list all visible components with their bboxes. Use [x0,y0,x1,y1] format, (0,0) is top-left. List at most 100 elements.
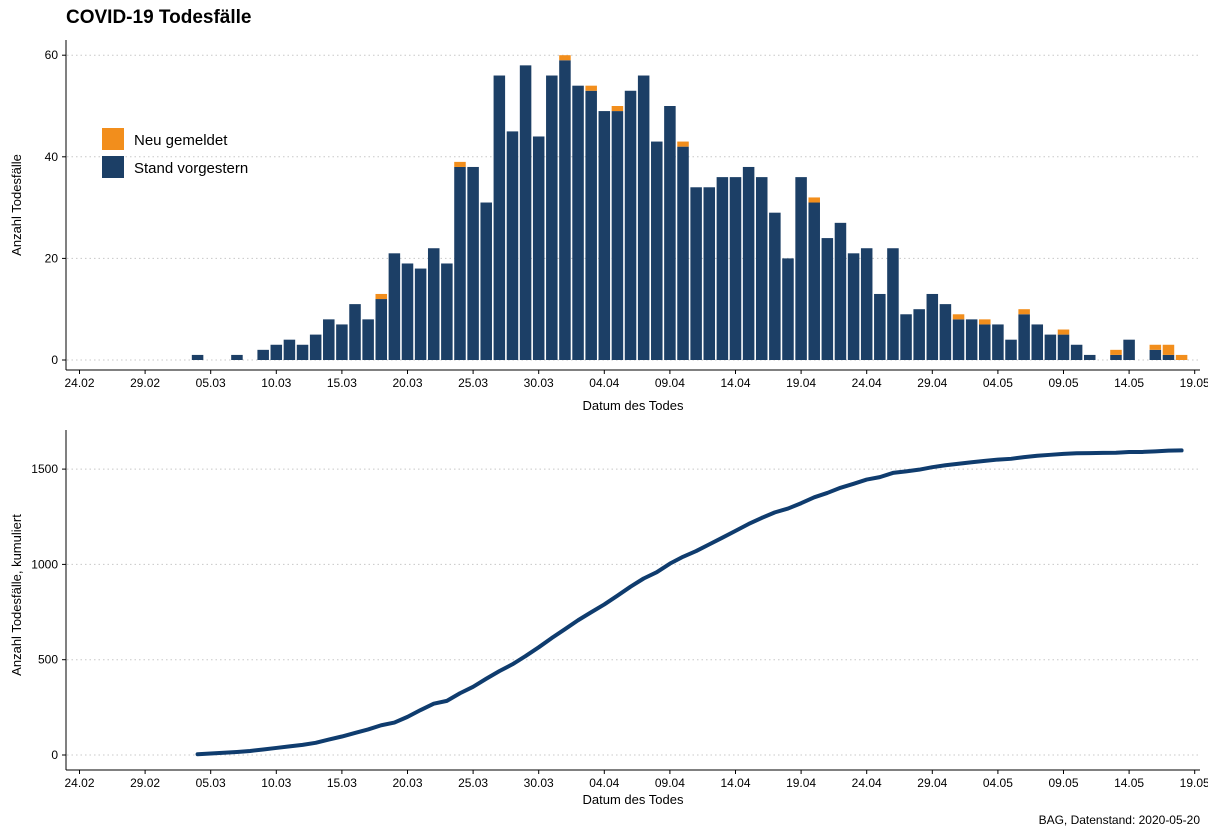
bar-stand-vorgestern [598,111,611,360]
cumulative-x-tick-label: 30.03 [524,776,554,790]
bar-stand-vorgestern [860,248,873,360]
bar-stand-vorgestern [729,177,742,360]
bar-neu-gemeldet [677,141,689,147]
bar-stand-vorgestern [362,319,374,360]
bar-stand-vorgestern [716,177,729,360]
bar-neu-gemeldet [454,161,466,167]
bar-stand-vorgestern [585,90,597,360]
bar-stand-vorgestern [795,177,807,360]
bar-stand-vorgestern [769,212,781,360]
bar-neu-gemeldet [952,314,965,320]
daily-x-tick-label: 30.03 [524,376,554,390]
legend-label-neu-gemeldet: Neu gemeldet [134,132,228,149]
bar-stand-vorgestern [375,299,388,360]
bar-stand-vorgestern [834,222,847,360]
bar-stand-vorgestern [257,349,269,360]
bar-stand-vorgestern [532,136,545,360]
daily-x-tick-label: 24.02 [64,376,94,390]
bar-neu-gemeldet [1162,344,1175,355]
bar-neu-gemeldet [1175,354,1188,360]
cumulative-x-tick-label: 29.02 [130,776,160,790]
bar-stand-vorgestern [401,263,414,360]
daily-x-tick-label: 29.02 [130,376,160,390]
bar-stand-vorgestern [677,146,689,360]
cumulative-x-tick-label: 19.04 [786,776,816,790]
bar-neu-gemeldet [979,319,991,325]
bar-stand-vorgestern [441,263,453,360]
bar-neu-gemeldet [1018,309,1030,315]
bar-neu-gemeldet [585,85,597,91]
cumulative-x-tick-label: 09.04 [655,776,685,790]
bar-stand-vorgestern [755,177,768,360]
bar-stand-vorgestern [349,304,361,360]
daily-x-tick-label: 29.04 [917,376,947,390]
daily-x-tick-label: 09.04 [655,376,685,390]
legend-label-stand-vorgestern: Stand vorgestern [134,160,248,177]
cumulative-y-tick-label: 1000 [31,557,58,571]
bar-stand-vorgestern [283,339,296,360]
cumulative-y-tick-label: 1500 [31,462,58,476]
bar-stand-vorgestern [1031,324,1044,360]
bar-stand-vorgestern [270,344,283,360]
daily-x-tick-label: 19.05 [1180,376,1208,390]
cumulative-line [195,448,1184,757]
bar-stand-vorgestern [336,324,348,360]
bar-stand-vorgestern [821,238,834,360]
daily-x-tick-label: 09.05 [1048,376,1078,390]
daily-x-tick-label: 05.03 [196,376,226,390]
daily-x-tick-label: 14.05 [1114,376,1144,390]
daily-y-ticks: 0 20 40 60 [45,48,66,367]
bar-neu-gemeldet [559,55,571,61]
bar-neu-gemeldet [1057,329,1070,335]
bar-stand-vorgestern [506,131,519,360]
bar-stand-vorgestern [1083,354,1096,360]
bar-neu-gemeldet [611,106,624,112]
bar-stand-vorgestern [191,354,204,360]
bar-stand-vorgestern [572,85,584,361]
bar-stand-vorgestern [546,75,558,361]
cumulative-x-tick-label: 09.05 [1048,776,1078,790]
bar-stand-vorgestern [493,75,506,361]
bar-stand-vorgestern [414,268,427,360]
cumulative-x-tick-label: 10.03 [261,776,291,790]
cumulative-x-ticks: 24.02 29.02 05.03 10.03 15.03 20.03 25.03 30.03… [64,770,1208,790]
bar-stand-vorgestern [559,60,571,360]
bar-stand-vorgestern [323,319,335,360]
bar-neu-gemeldet [375,293,388,300]
daily-y-tick-label: 0 [51,353,58,367]
daily-bars [191,55,1188,361]
cumulative-grid [67,468,1200,756]
legend-swatch-neu-gemeldet [102,128,124,150]
daily-y-tick-label: 20 [45,251,59,265]
bar-stand-vorgestern [467,166,479,360]
cumulative-x-tick-label: 19.05 [1180,776,1208,790]
bar-stand-vorgestern [952,319,965,360]
legend-swatch-stand-vorgestern [102,156,124,178]
daily-y-tick-label: 60 [45,48,59,62]
daily-x-tick-label: 15.03 [327,376,357,390]
bar-stand-vorgestern [874,293,886,360]
bar-stand-vorgestern [611,111,624,360]
bar-stand-vorgestern [808,202,820,360]
bar-stand-vorgestern [388,253,401,360]
cumulative-x-tick-label: 14.05 [1114,776,1144,790]
bar-stand-vorgestern [1149,349,1162,360]
bar-stand-vorgestern [1070,344,1083,360]
source-footer: BAG, Datenstand: 2020-05-20 [1038,813,1200,827]
cumulative-x-tick-label: 04.04 [589,776,619,790]
bar-stand-vorgestern [1057,334,1070,360]
bar-stand-vorgestern [231,354,243,360]
bar-stand-vorgestern [480,202,492,360]
daily-x-axis-title: Datum des Todes [583,398,684,413]
cumulative-y-ticks: 0 500 1000 1500 [31,462,66,762]
bar-stand-vorgestern [1162,354,1175,360]
cumulative-x-tick-label: 15.03 [327,776,357,790]
cumulative-x-tick-label: 05.03 [196,776,226,790]
daily-x-tick-label: 10.03 [261,376,291,390]
bar-neu-gemeldet [1110,349,1122,355]
cumulative-deaths-chart: 0 500 1000 1500 24.02 29.02 05.03 10.03 15.03 20… [9,430,1208,807]
bar-stand-vorgestern [651,141,663,360]
bar-stand-vorgestern [913,309,925,360]
cumulative-y-axis-title: Anzahl Todesfälle, kumuliert [9,514,24,676]
bar-stand-vorgestern [782,258,794,360]
